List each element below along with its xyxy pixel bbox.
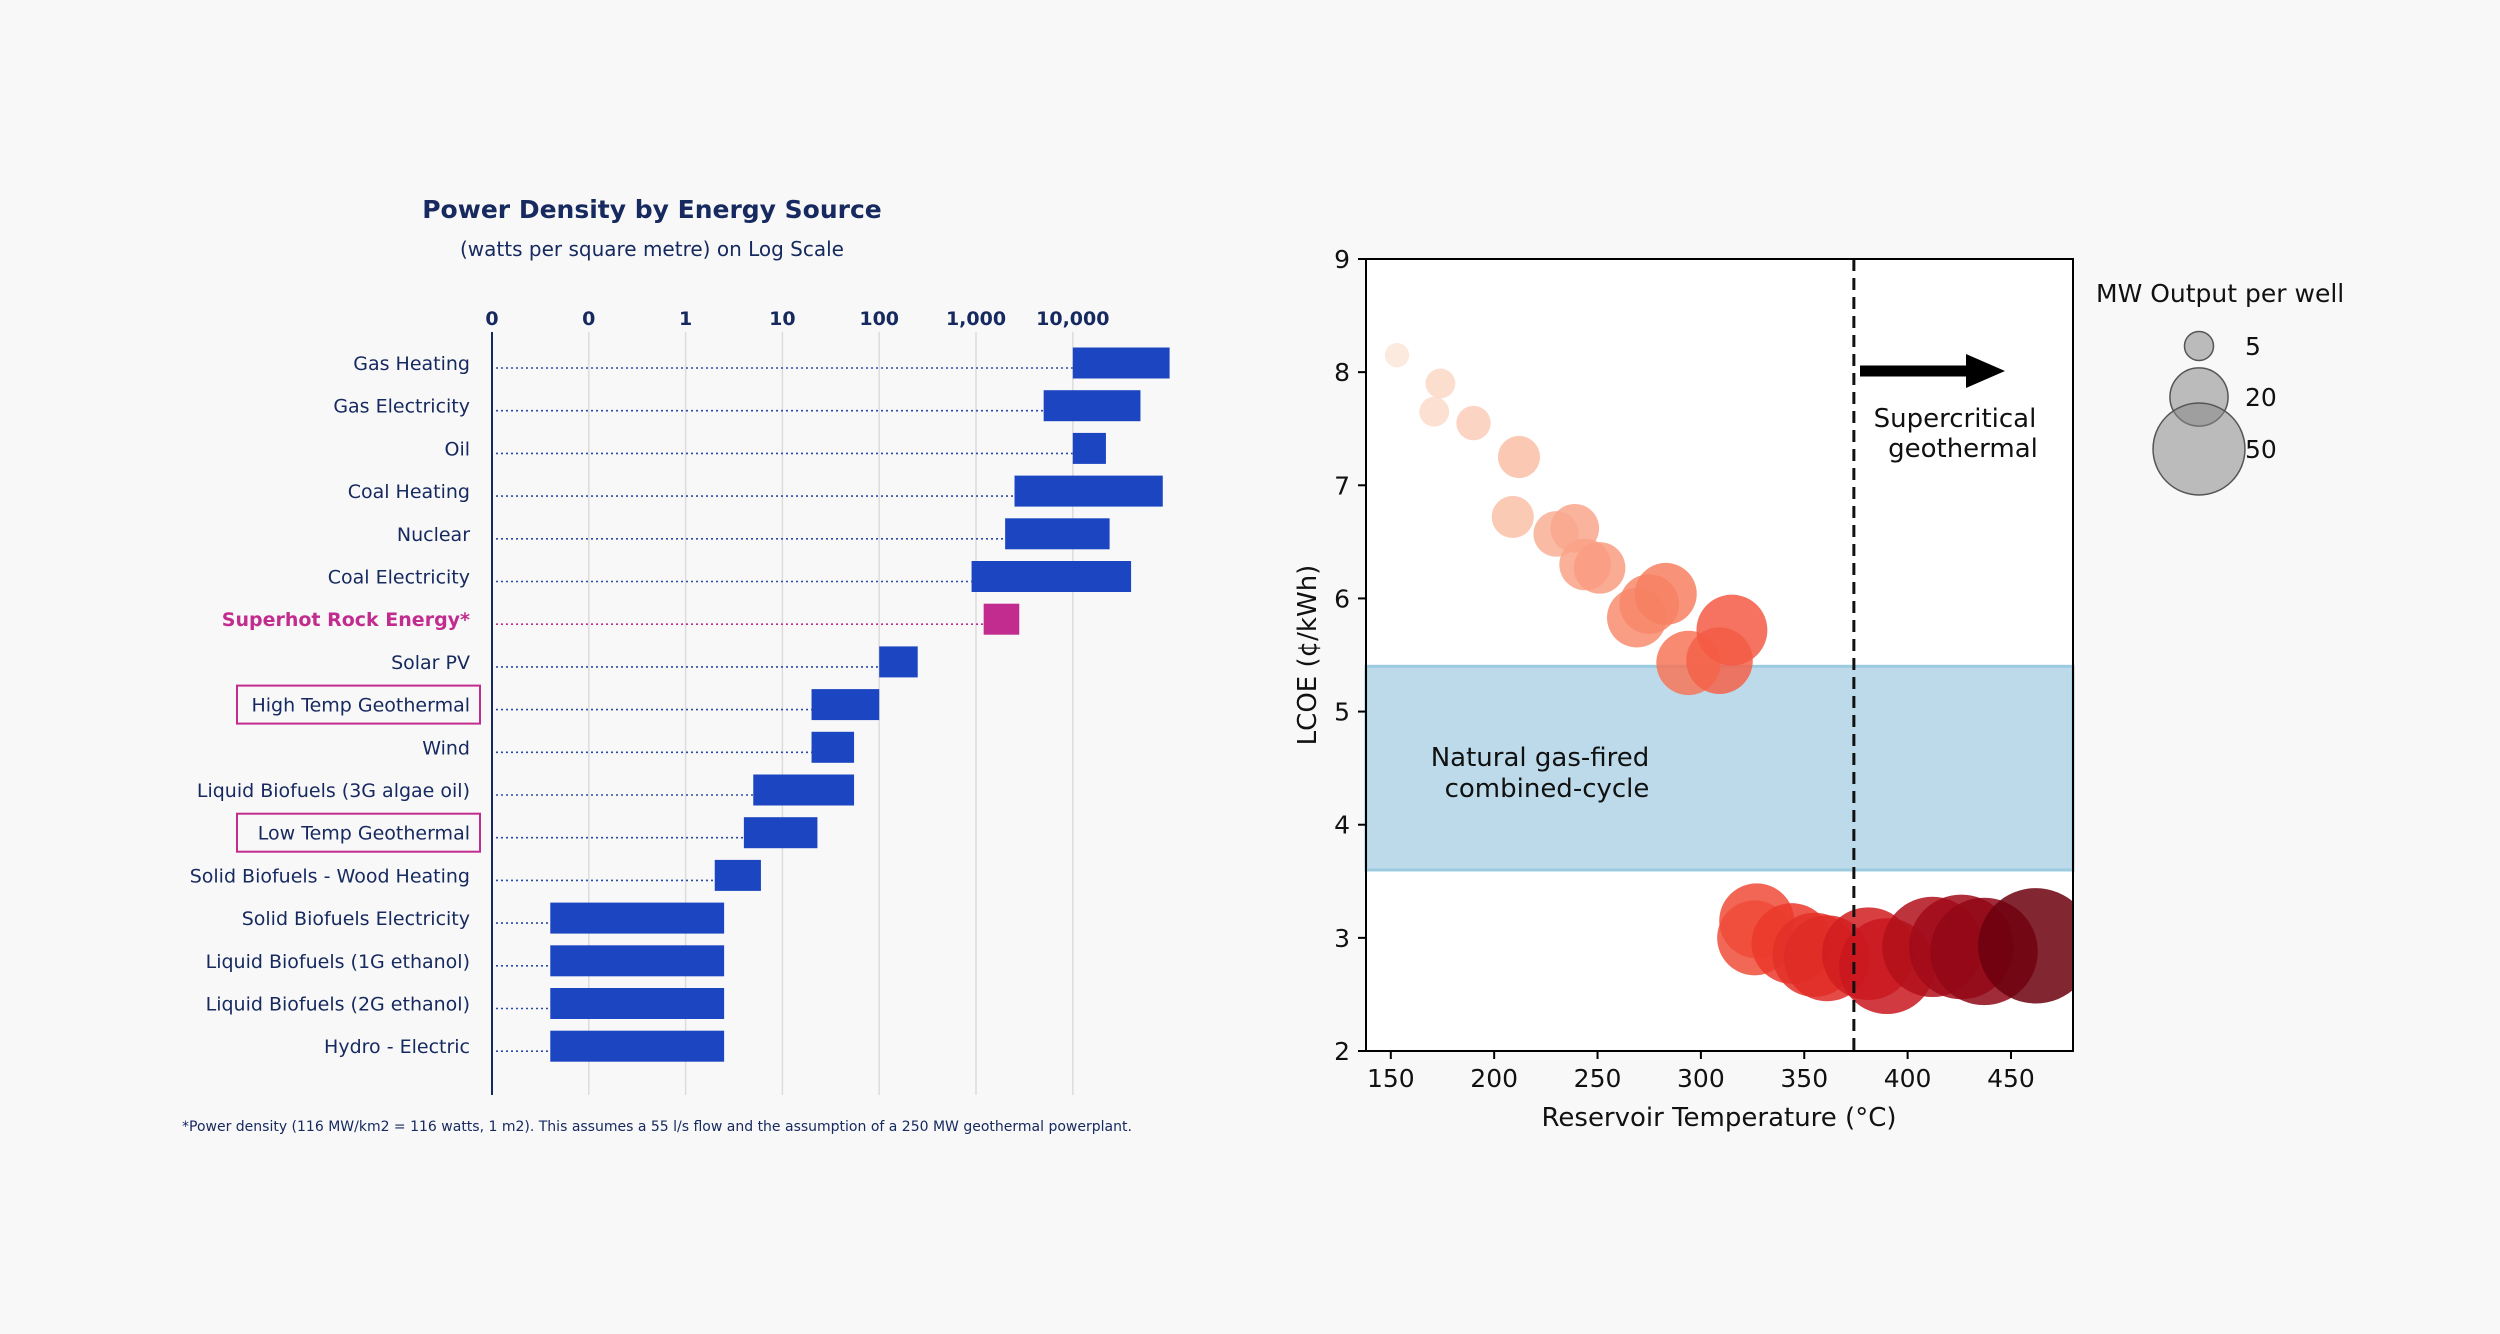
left-category-label: Solid Biofuels - Wood Heating xyxy=(190,865,470,887)
right-y-tick-label: 6 xyxy=(1334,584,1350,613)
left-category-label: Low Temp Geothermal xyxy=(258,823,470,845)
left-category-label: Coal Heating xyxy=(348,481,470,503)
bubble xyxy=(1497,435,1541,479)
bubble xyxy=(1978,888,2073,1004)
left-bar xyxy=(1043,390,1141,422)
size-legend: MW Output per well 5 20 50 xyxy=(2096,279,2344,496)
left-bar xyxy=(550,902,725,934)
left-bar xyxy=(550,1030,725,1062)
size-legend-label: 20 xyxy=(2245,383,2277,412)
left-x-tick-label: 0 xyxy=(582,308,595,330)
right-y-tick-label: 7 xyxy=(1334,471,1350,500)
left-category-label: Nuclear xyxy=(397,524,470,546)
bubble xyxy=(1456,405,1491,441)
right-y-tick-label: 8 xyxy=(1334,358,1350,387)
bubble xyxy=(1696,594,1768,666)
supercritical-label-line1: Supercritical xyxy=(1874,404,2037,434)
left-chart-footnote: *Power density (116 MW/km2 = 116 watts, … xyxy=(182,1119,1132,1135)
left-category-label: Wind xyxy=(422,737,470,759)
bubble xyxy=(1573,542,1626,594)
right-y-tick-label: 2 xyxy=(1334,1037,1350,1066)
left-category-label: Gas Heating xyxy=(353,353,470,375)
right-plot-frame xyxy=(1365,258,2074,1052)
gas-band-label-line2: combined-cycle xyxy=(1445,774,1650,804)
left-category-label: Solid Biofuels Electricity xyxy=(242,908,470,930)
right-x-tick-label: 150 xyxy=(1367,1064,1415,1093)
right-y-tick-label: 3 xyxy=(1334,924,1350,953)
left-category-label: Liquid Biofuels (1G ethanol) xyxy=(206,951,470,973)
bubble xyxy=(1384,343,1410,368)
gas-band-label-line1: Natural gas-fired xyxy=(1431,743,1650,773)
left-category-label: Liquid Biofuels (2G ethanol) xyxy=(206,994,470,1016)
left-category-box xyxy=(236,684,481,725)
left-chart-title: Power Density by Energy Source xyxy=(422,195,882,224)
right-x-tick-label: 300 xyxy=(1677,1064,1725,1093)
left-bar xyxy=(983,603,1020,635)
bubble xyxy=(1419,396,1450,427)
size-legend-label: 50 xyxy=(2245,435,2277,464)
left-category-label: Liquid Biofuels (3G algae oil) xyxy=(197,780,470,802)
left-x-tick-label: 1 xyxy=(679,308,692,330)
left-category-label: High Temp Geothermal xyxy=(251,695,470,717)
left-bar xyxy=(879,646,918,678)
lcoe-bubble-chart: Natural gas-fired combined-cycle Supercr… xyxy=(1293,245,2344,1133)
right-x-tick-label: 250 xyxy=(1574,1064,1622,1093)
right-y-tick-label: 9 xyxy=(1334,245,1350,274)
arrow-head xyxy=(1966,354,2005,388)
bubble xyxy=(1634,562,1697,625)
right-y-tick-label: 4 xyxy=(1334,811,1350,840)
left-chart-subtitle: (watts per square metre) on Log Scale xyxy=(460,237,844,261)
right-x-tick-label: 200 xyxy=(1470,1064,1518,1093)
left-chart-x-tick-labels: 0 0 1 10 100 1,000 10,000 xyxy=(485,308,1109,330)
bubbles xyxy=(1384,343,2073,1015)
right-x-tick-label: 450 xyxy=(1987,1064,2035,1093)
left-category-label: Hydro - Electric xyxy=(324,1036,470,1058)
power-density-chart: Power Density by Energy Source (watts pe… xyxy=(182,195,1170,1135)
right-chart-ticks: 150 200 250 300 350 400 450 2 3 4 5 6 7 8 9 xyxy=(1334,245,2035,1093)
supercritical-label-line2: geothermal xyxy=(1888,434,2038,464)
left-bar xyxy=(1072,432,1106,464)
right-y-axis-label: LCOE (¢/kWh) xyxy=(1293,565,1323,746)
right-x-tick-label: 350 xyxy=(1780,1064,1828,1093)
left-x-tick-label: 10,000 xyxy=(1036,308,1109,330)
left-bar xyxy=(811,689,880,721)
size-legend-title: MW Output per well xyxy=(2096,279,2344,308)
left-x-tick-label: 1,000 xyxy=(946,308,1006,330)
left-category-box xyxy=(236,812,481,853)
left-category-label: Solar PV xyxy=(391,652,470,674)
left-bar xyxy=(971,561,1132,592)
left-bar xyxy=(1005,518,1110,550)
left-bar xyxy=(743,817,818,849)
size-legend-bubble xyxy=(2183,330,2215,362)
left-category-label: Oil xyxy=(444,438,470,460)
left-bar xyxy=(811,731,855,763)
size-legend-items: 5 20 50 xyxy=(2152,330,2277,496)
left-bar xyxy=(1014,475,1163,507)
right-x-tick-label: 400 xyxy=(1884,1064,1932,1093)
left-category-label: Superhot Rock Energy* xyxy=(222,609,470,631)
left-bar xyxy=(1072,347,1170,379)
left-x-tick-label: 100 xyxy=(859,308,899,330)
left-chart-rows: Gas Heating Gas Electricity Oil Coal Heatin… xyxy=(190,347,1170,1062)
left-bar xyxy=(714,859,761,891)
left-bar xyxy=(550,945,725,977)
left-category-label: Coal Electricity xyxy=(328,567,470,589)
bubble xyxy=(1491,495,1534,539)
left-category-label: Gas Electricity xyxy=(333,396,470,418)
bubble-group xyxy=(1384,343,2073,1015)
left-bar xyxy=(550,988,725,1019)
size-legend-label: 5 xyxy=(2245,332,2261,361)
size-legend-bubble xyxy=(2152,402,2246,496)
right-y-tick-label: 5 xyxy=(1334,698,1350,727)
left-x-tick-label: 10 xyxy=(769,308,795,330)
left-bar xyxy=(753,774,855,806)
left-x-tick-label: 0 xyxy=(485,308,498,330)
supercritical-arrow xyxy=(1860,354,2005,388)
bubble xyxy=(1425,368,1456,399)
right-x-axis-label: Reservoir Temperature (°C) xyxy=(1542,1103,1897,1133)
